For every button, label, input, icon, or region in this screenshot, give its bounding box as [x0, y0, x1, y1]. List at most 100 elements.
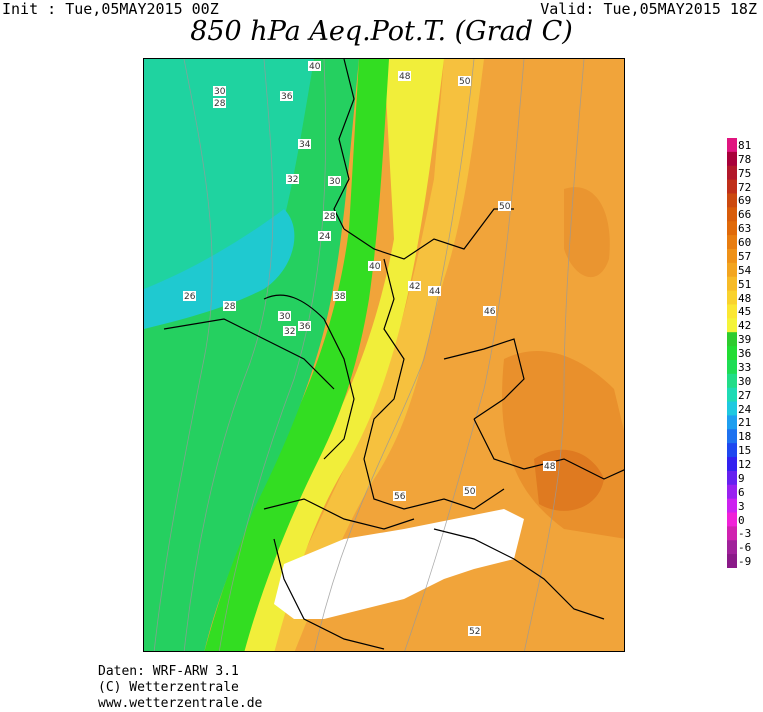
- yellow-band: [224, 59, 444, 651]
- colorbar-swatch: [727, 248, 737, 264]
- colorbar-label: 48: [738, 291, 752, 305]
- colorbar-swatch: [727, 332, 737, 347]
- map-value-label: 48: [399, 72, 411, 82]
- map-label-box: [328, 176, 341, 186]
- map-value-label: 30: [279, 312, 291, 322]
- colorbar-label: 24: [738, 402, 752, 416]
- map-value-label: 28: [324, 212, 336, 222]
- map-value-label: 26: [184, 292, 196, 302]
- map-value-label: 28: [224, 302, 236, 312]
- colorbar-label: 72: [738, 180, 752, 194]
- map-label-box: [498, 201, 511, 211]
- warm-patch-area: [564, 187, 610, 278]
- map-value-label: 30: [214, 87, 226, 97]
- colorbar-swatch: [727, 443, 737, 458]
- colorbar-label: 54: [738, 263, 752, 277]
- colorbar-label: 15: [738, 444, 752, 458]
- colorbar: [727, 138, 737, 568]
- colorbar-label: 0: [738, 513, 745, 527]
- map-title: 850 hPa Aeq.Pot.T. (Grad C): [190, 16, 573, 47]
- colorbar-label: 30: [738, 374, 752, 388]
- map-value-label: 36: [299, 322, 311, 332]
- colorbar-swatch: [727, 318, 737, 333]
- map-value-label: 46: [484, 307, 496, 317]
- colorbar-label: 6: [738, 485, 745, 499]
- map-value-label: 52: [469, 627, 480, 637]
- cold-tongue-area: [144, 209, 295, 329]
- map-value-label: 50: [464, 487, 476, 497]
- colorbar-label: 63: [738, 222, 752, 236]
- map-label-box: [318, 231, 331, 241]
- colorbar-swatch: [727, 429, 737, 444]
- map-label-box: [543, 461, 556, 471]
- colorbar-swatch: [727, 276, 737, 292]
- colorbar-swatch: [727, 346, 737, 361]
- credits: Daten: WRF-ARW 3.1 (C) Wetterzentrale ww…: [98, 664, 262, 712]
- map-value-label: 50: [459, 77, 471, 87]
- colorbar-swatch: [727, 193, 737, 208]
- colorbar-label: 66: [738, 208, 752, 222]
- map-label-box: [213, 98, 226, 108]
- colorbar-swatch: [727, 415, 737, 430]
- colorbar-swatch: [727, 554, 737, 568]
- colorbar-swatch: [727, 235, 737, 250]
- colorbar-label: 45: [738, 305, 752, 319]
- colorbar-label: 39: [738, 333, 752, 347]
- colorbar-swatch: [727, 484, 737, 500]
- map-value-label: 48: [544, 462, 556, 472]
- map-value-label: 36: [281, 92, 293, 102]
- isolines: [153, 59, 585, 651]
- init-time: Init : Tue,05MAY2015 00Z: [2, 0, 219, 18]
- map-value-label: 32: [284, 327, 295, 337]
- transition-band: [255, 59, 484, 651]
- map-label-box: [468, 626, 481, 636]
- valid-time: Valid: Tue,05MAY2015 18Z: [540, 0, 757, 18]
- colorbar-swatch: [727, 304, 737, 319]
- map-label-box: [278, 311, 291, 321]
- bright-green-band: [204, 59, 389, 651]
- map-label-box: [308, 61, 321, 71]
- map-label-box: [398, 71, 411, 81]
- colorbar-label: 9: [738, 471, 745, 485]
- colorbar-swatch: [727, 540, 737, 555]
- colorbar-swatch: [727, 138, 737, 153]
- colorbar-swatch: [727, 359, 737, 375]
- colorbar-label: 12: [738, 458, 752, 471]
- colorbar-label: 57: [738, 249, 752, 263]
- map-label-box: [463, 486, 476, 496]
- colorbar-label: 36: [738, 347, 752, 360]
- map-label-box: [408, 281, 421, 291]
- colorbar-swatch: [727, 526, 737, 541]
- colorbar-swatch: [727, 470, 737, 486]
- map-label-box: [483, 306, 496, 316]
- colorbar-swatch: [727, 401, 737, 416]
- map-value-label: 28: [214, 99, 226, 109]
- map-label-box: [213, 86, 226, 96]
- colorbar-label: 51: [738, 277, 752, 291]
- colorbar-swatch: [727, 262, 737, 278]
- map-label-box: [458, 76, 471, 86]
- map-canvas: 40 48 50 30 28 36 34 32 30 28 24 26 28 30 32 36 38 40 42 44…: [144, 59, 624, 651]
- colorbar-label: 69: [738, 194, 752, 208]
- colorbar-swatch: [727, 457, 737, 472]
- colorbar-label: 33: [738, 360, 752, 374]
- colorbar-swatch: [727, 221, 737, 236]
- map-label-box: [283, 326, 296, 336]
- weather-map: 40 48 50 30 28 36 34 32 30 28 24 26 28 30 32 36 38 40 42 44…: [143, 58, 625, 652]
- map-value-label: 38: [334, 292, 346, 302]
- map-label-box: [333, 291, 346, 301]
- map-label-box: [280, 91, 293, 101]
- map-label-box: [223, 301, 236, 311]
- credits-data-source: Daten: WRF-ARW 3.1: [98, 664, 239, 679]
- map-label-box: [368, 261, 381, 271]
- map-label-box: [286, 174, 299, 184]
- map-value-label: 24: [319, 232, 331, 242]
- colorbar-label: 18: [738, 430, 752, 444]
- colorbar-label: 3: [738, 499, 745, 513]
- map-value-label: 44: [429, 287, 441, 297]
- map-label-box: [428, 286, 441, 296]
- colorbar-swatch: [727, 207, 737, 222]
- cool-airmass-area: [144, 59, 314, 319]
- colorbar-swatch: [727, 165, 737, 181]
- colorbar-swatch: [727, 179, 737, 194]
